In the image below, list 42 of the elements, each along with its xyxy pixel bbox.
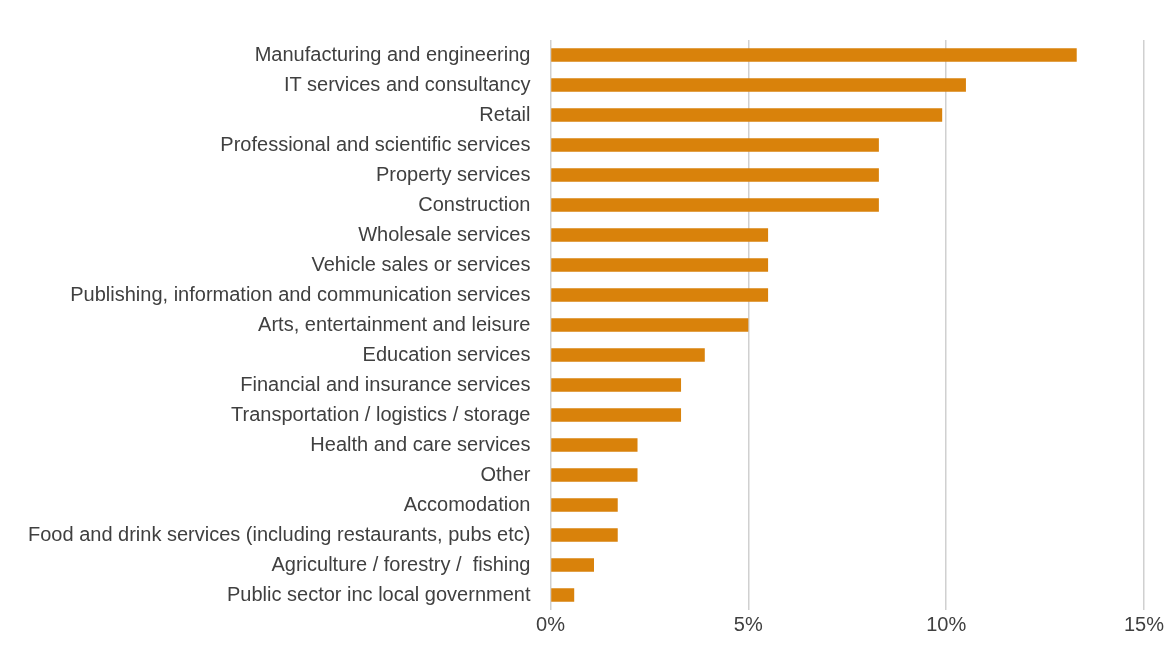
bar bbox=[551, 78, 966, 92]
x-tick-label: 15% bbox=[1123, 612, 1165, 635]
y-tick-label: IT services and consultancy bbox=[284, 72, 531, 95]
x-tick-label: 0% bbox=[536, 612, 566, 635]
y-tick-label: Financial and insurance services bbox=[240, 372, 531, 395]
bar bbox=[551, 528, 618, 542]
bar bbox=[551, 168, 879, 182]
bar bbox=[551, 108, 943, 122]
bar bbox=[551, 468, 638, 482]
bar bbox=[551, 408, 682, 422]
bar bbox=[551, 438, 638, 452]
y-tick-label: Transportation / logistics / storage bbox=[231, 402, 531, 425]
x-tick-label: 10% bbox=[926, 612, 967, 635]
y-tick-label: Accomodation bbox=[403, 492, 531, 515]
bar bbox=[551, 258, 769, 272]
y-tick-label: Manufacturing and engineering bbox=[254, 42, 531, 65]
bar bbox=[551, 588, 575, 602]
y-tick-label: Publishing, information and communication services bbox=[70, 282, 531, 305]
bar bbox=[551, 558, 594, 572]
bar bbox=[551, 138, 879, 152]
bar bbox=[551, 288, 769, 302]
bar bbox=[551, 498, 618, 512]
y-tick-label: Health and care services bbox=[310, 432, 531, 455]
y-tick-label: Food and drink services (including restaurants, pubs etc) bbox=[27, 522, 531, 545]
bar bbox=[551, 348, 705, 362]
y-tick-label: Other bbox=[480, 462, 531, 485]
y-tick-label: Agriculture / forestry / fishing bbox=[271, 552, 531, 575]
y-tick-label: Public sector inc local government bbox=[226, 582, 531, 605]
y-tick-label: Professional and scientific services bbox=[220, 132, 531, 155]
bar bbox=[551, 198, 879, 212]
y-tick-label: Property services bbox=[375, 162, 531, 185]
bar bbox=[551, 318, 749, 332]
y-tick-label: Education services bbox=[362, 342, 531, 365]
y-tick-label: Vehicle sales or services bbox=[311, 252, 531, 275]
y-tick-label: Arts, entertainment and leisure bbox=[258, 312, 531, 335]
bar bbox=[551, 48, 1077, 62]
bar bbox=[551, 228, 769, 242]
bar bbox=[551, 378, 682, 392]
y-tick-label: Retail bbox=[479, 102, 531, 125]
y-tick-label: Wholesale services bbox=[358, 222, 531, 245]
y-tick-label: Construction bbox=[418, 192, 531, 215]
x-tick-label: 5% bbox=[733, 612, 763, 635]
